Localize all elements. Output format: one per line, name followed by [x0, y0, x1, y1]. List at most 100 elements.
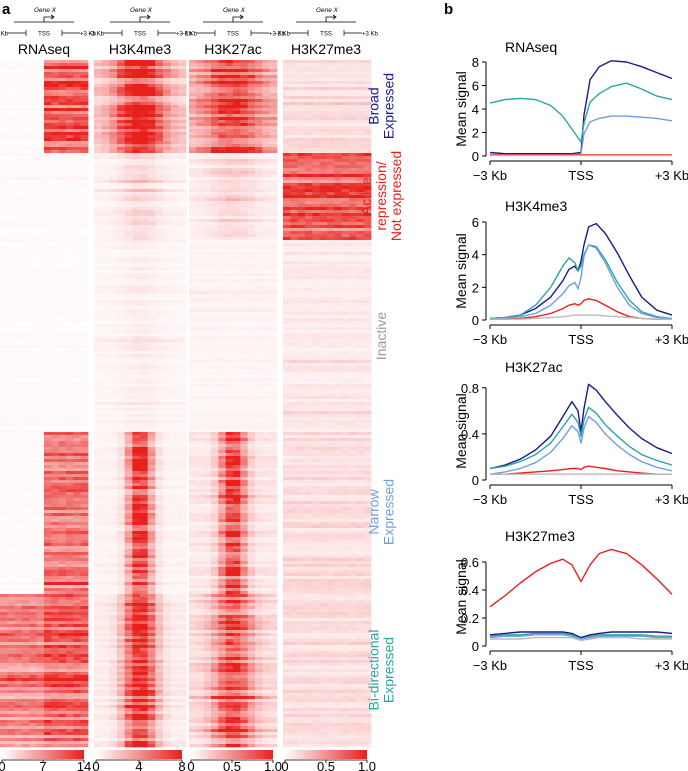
heatmap-cell: [109, 138, 118, 142]
heatmap-cell: [51, 456, 60, 460]
heatmap-cell: [66, 327, 74, 331]
heatmap-cell: [14, 222, 23, 226]
heatmap-cell: [124, 357, 133, 361]
heatmap-cell: [117, 252, 126, 256]
heatmap-cell: [147, 279, 156, 283]
heatmap-cell: [58, 567, 67, 571]
heatmap-cell: [109, 96, 118, 100]
heatmap-cell: [44, 519, 52, 523]
heatmap-cell: [147, 462, 156, 466]
heatmap-cell: [7, 657, 16, 661]
heatmap-cell: [73, 147, 82, 151]
heatmap-cell: [132, 516, 141, 520]
heatmap-cell: [155, 96, 164, 100]
heatmap-cell: [51, 111, 60, 115]
heatmap-cell: [80, 660, 89, 664]
heatmap-cell: [155, 291, 164, 295]
heatmap-cell: [36, 537, 45, 541]
heatmap-cell: [7, 618, 16, 622]
heatmap-cell: [178, 345, 187, 349]
heatmap-cell: [155, 408, 164, 412]
heatmap-cell: [36, 270, 45, 274]
heatmap-cell: [7, 321, 16, 325]
heatmap-cell: [58, 741, 67, 745]
heatmap-cell: [36, 153, 45, 157]
heatmap-cell: [51, 564, 60, 568]
heatmap-cell: [58, 324, 67, 328]
heatmap-cell: [94, 390, 103, 394]
heatmap-cell: [22, 78, 30, 82]
heatmap-cell: [36, 408, 45, 412]
heatmap-cell: [178, 60, 187, 64]
heatmap-cell: [14, 528, 23, 532]
heatmap-cell: [7, 522, 16, 526]
heatmap-cell: [147, 303, 156, 307]
heatmap-cell: [178, 540, 187, 544]
heatmap-cell: [124, 477, 133, 481]
heatmap-cell: [58, 444, 67, 448]
heatmap-cell: [51, 645, 60, 649]
heatmap-cell: [155, 468, 164, 472]
heatmap-cell: [58, 204, 67, 208]
heatmap-cell: [14, 648, 23, 652]
heatmap-cell: [36, 84, 45, 88]
heatmap-cell: [117, 126, 126, 130]
heatmap-cell: [44, 471, 52, 475]
heatmap-cell: [58, 432, 67, 436]
heatmap-cell: [109, 60, 118, 64]
heatmap-cell: [22, 444, 30, 448]
heatmap-cell: [14, 462, 23, 466]
heatmap-cell: [44, 330, 52, 334]
heatmap-cell: [66, 486, 74, 490]
heatmap-cell: [36, 735, 45, 739]
heatmap-cell: [0, 399, 8, 403]
heatmap-cell: [132, 126, 141, 130]
heatmap-cell: [58, 144, 67, 148]
heatmap-cell: [14, 471, 23, 475]
heatmap-cell: [80, 741, 89, 745]
heatmap-cell: [73, 243, 82, 247]
heatmap-cell: [22, 576, 30, 580]
heatmap-cell: [101, 480, 110, 484]
heatmap-cell: [163, 315, 172, 319]
heatmap-cell: [101, 78, 110, 82]
heatmap-cell: [170, 81, 179, 85]
heatmap-cell: [22, 432, 30, 436]
heatmap-cell: [0, 390, 8, 394]
heatmap-cell: [80, 633, 89, 637]
heatmap-cell: [29, 546, 38, 550]
heatmap-cell: [66, 141, 74, 145]
heatmap-cell: [163, 213, 172, 217]
heatmap-cell: [58, 252, 67, 256]
heatmap-cell: [94, 111, 103, 115]
heatmap-cell: [163, 528, 172, 532]
heatmap-cell: [22, 480, 30, 484]
heatmap-cell: [124, 99, 133, 103]
heatmap-cell: [66, 267, 74, 271]
heatmap-cell: [80, 87, 89, 91]
heatmap-cell: [140, 495, 149, 499]
heatmap-cell: [29, 561, 38, 565]
heatmap-cell: [140, 324, 149, 328]
heatmap-cell: [170, 519, 179, 523]
heatmap-cell: [51, 255, 60, 259]
heatmap-cell: [94, 201, 103, 205]
heatmap-cell: [51, 60, 60, 64]
heatmap-cell: [109, 555, 118, 559]
heatmap-cell: [117, 555, 126, 559]
heatmap-cell: [101, 516, 110, 520]
heatmap-cell: [22, 84, 30, 88]
heatmap-cell: [0, 480, 8, 484]
heatmap-cell: [94, 570, 103, 574]
heatmap-cell: [132, 576, 141, 580]
heatmap-cell: [155, 495, 164, 499]
heatmap-cell: [163, 183, 172, 187]
heatmap-cell: [155, 177, 164, 181]
heatmap-cell: [170, 366, 179, 370]
heatmap-cell: [51, 129, 60, 133]
heatmap-cell: [0, 351, 8, 355]
heatmap-cell: [66, 558, 74, 562]
heatmap-cell: [101, 162, 110, 166]
heatmap-cell: [80, 690, 89, 694]
